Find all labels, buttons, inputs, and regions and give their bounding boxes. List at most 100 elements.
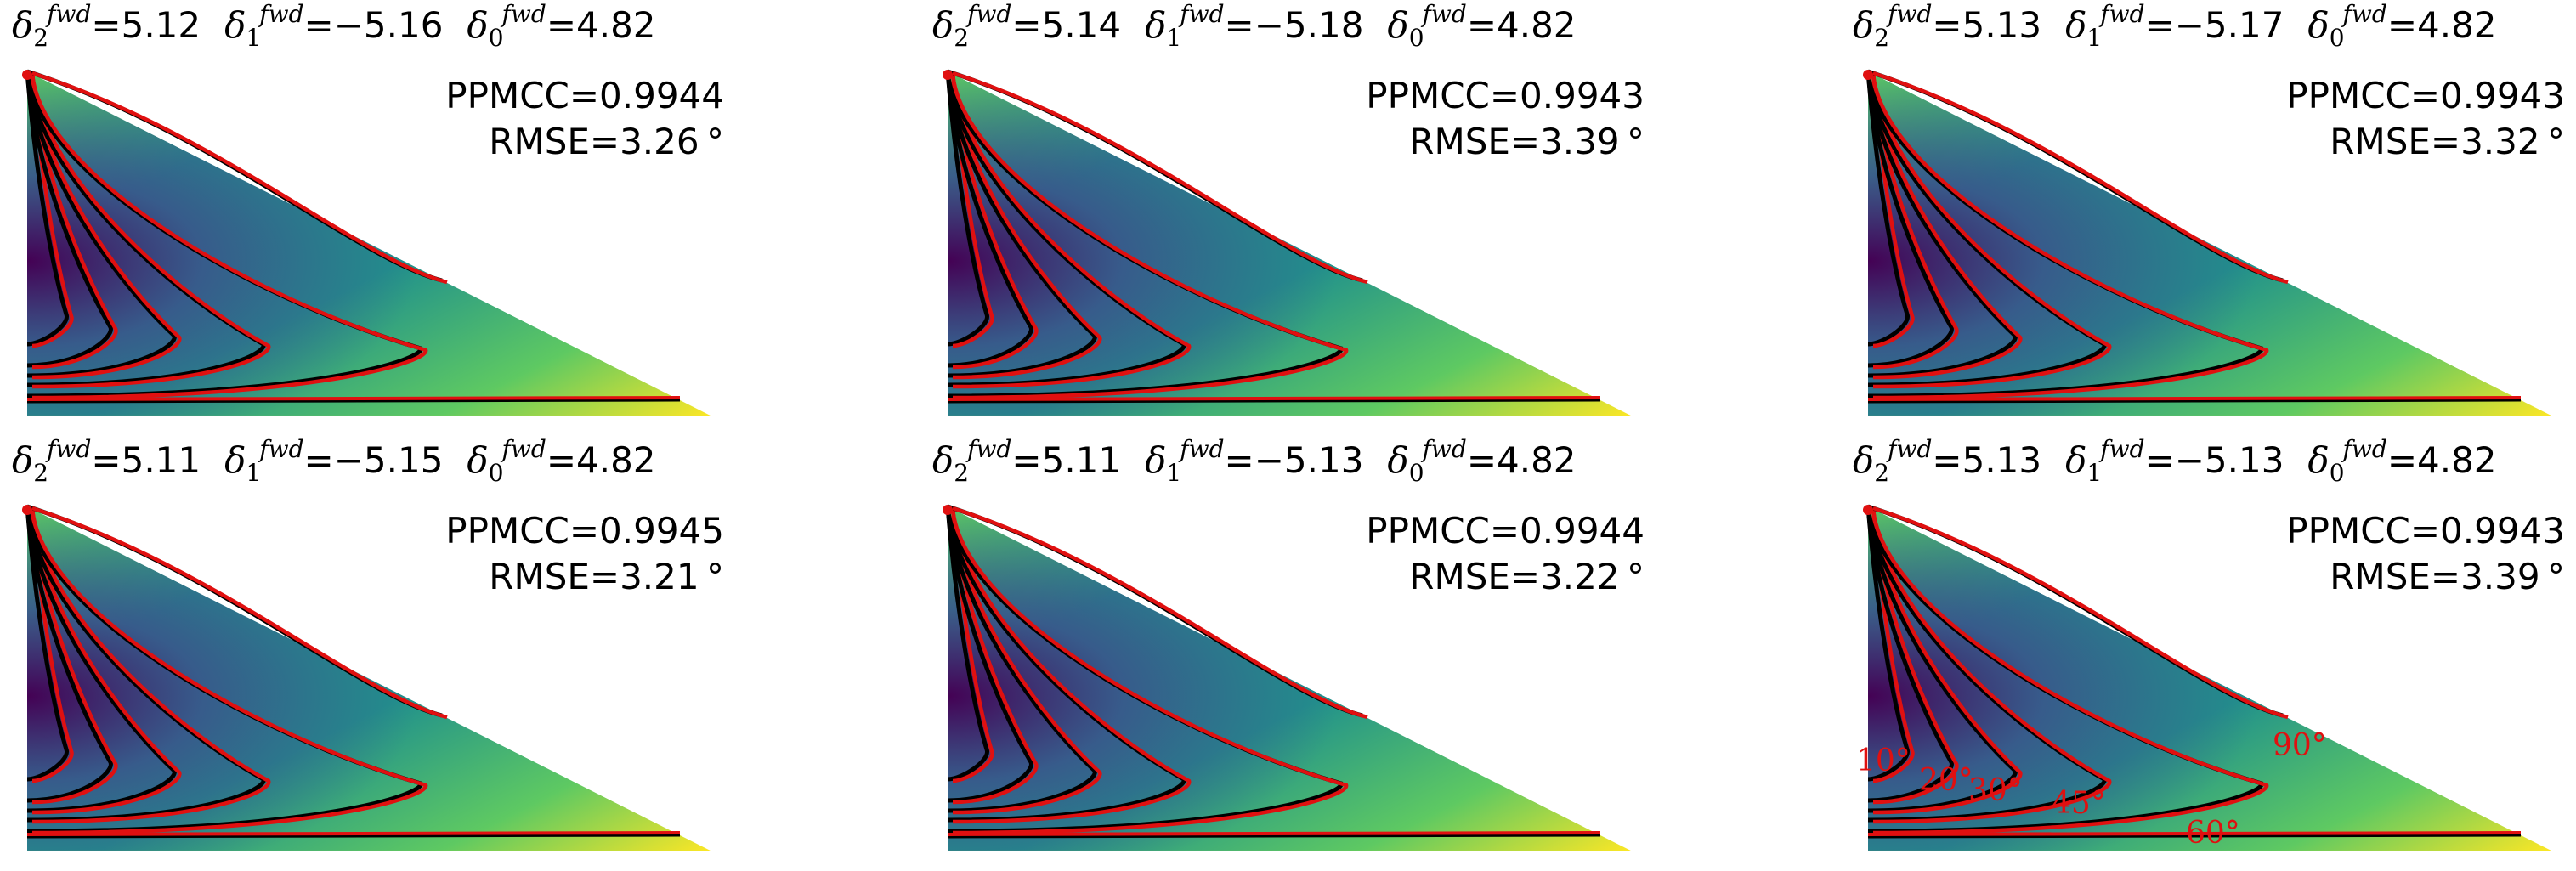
apex-marker: [1863, 505, 1873, 515]
equals: =: [303, 4, 334, 46]
superscript: fwd: [259, 435, 304, 463]
equals: =: [303, 439, 334, 481]
delta1-value: −5.17: [2174, 4, 2284, 46]
model-contour: [25, 506, 177, 813]
panel-4: δ2fwd=5.11 δ1fwd=−5.15 δ0fwd=4.82 PPMCC=0.…: [0, 435, 901, 870]
superscript: fwd: [1180, 0, 1225, 28]
subscript: 0: [1408, 24, 1424, 52]
triangle-contour-plot: [22, 504, 712, 851]
triangle-contour-plot: [943, 504, 1633, 851]
subscript: 2: [1874, 24, 1890, 52]
fitted-contour: [950, 72, 1192, 389]
fitted-contour: [30, 507, 182, 815]
subscript: 0: [488, 24, 504, 52]
superscript: fwd: [501, 0, 546, 28]
delta2-value: 5.14: [1041, 4, 1122, 46]
heatmap-dark-region: [1868, 71, 2553, 416]
delta-symbol: δ: [467, 439, 489, 481]
delta-symbol: δ: [1387, 4, 1409, 46]
fitted-contour: [1872, 506, 2289, 720]
subscript: 2: [33, 24, 49, 52]
delta2-value: 5.11: [121, 439, 201, 481]
model-contour: [25, 71, 113, 368]
equals: =: [1466, 439, 1497, 481]
panel-3: δ2fwd=5.13 δ1fwd=−5.17 δ0fwd=4.82 PPMCC=0.…: [1841, 0, 2576, 435]
model-contour: [25, 71, 69, 347]
triangle-contour-plot: 10°20°30° 45° 60° 90°: [1856, 504, 2553, 851]
panel-title: δ2fwd=5.14 δ1fwd=−5.18 δ0fwd=4.82: [932, 0, 1600, 52]
fitted-contour: [947, 831, 1601, 836]
delta-symbol: δ: [12, 4, 34, 46]
fit-stats: PPMCC=0.9944 RMSE=3.26 °: [445, 73, 724, 165]
rmse-text: RMSE=3.32 °: [2330, 121, 2565, 162]
model-contour: [1865, 506, 1910, 782]
model-contour: [945, 506, 1033, 803]
apex-marker: [943, 70, 953, 80]
panel-2: δ2fwd=5.14 δ1fwd=−5.18 δ0fwd=4.82 PPMCC=0.…: [920, 0, 1821, 435]
delta-symbol: δ: [2307, 4, 2330, 46]
fitted-contour: [950, 507, 1192, 824]
subscript: 1: [246, 459, 262, 487]
equals: =: [1932, 4, 1962, 46]
model-contour: [945, 506, 1097, 813]
delta0-value: 4.82: [1497, 4, 1577, 46]
subscript: 2: [954, 24, 970, 52]
subscript: 1: [1166, 24, 1182, 52]
delta2-value: 5.11: [1041, 439, 1122, 481]
equals: =: [1011, 4, 1042, 46]
model-contour: [1865, 71, 1910, 347]
heatmap: [948, 506, 1633, 851]
delta0-value: 4.82: [576, 4, 656, 46]
delta2-value: 5.13: [1962, 439, 2042, 481]
ppmcc-text: PPMCC=0.9945: [445, 510, 724, 551]
fitted-contour: [31, 506, 448, 720]
superscript: fwd: [501, 435, 546, 463]
equals: =: [91, 439, 122, 481]
fitted-contour: [950, 72, 1102, 380]
superscript: fwd: [2342, 0, 2387, 28]
equals: =: [2386, 439, 2418, 481]
fit-stats: PPMCC=0.9943 RMSE=3.32 °: [2286, 73, 2565, 165]
delta1-value: −5.18: [1254, 4, 1364, 46]
fitted-contour: [952, 71, 1368, 285]
fitted-contour: [1871, 507, 2023, 815]
equals: =: [1224, 4, 1254, 46]
delta1-value: −5.13: [2174, 439, 2284, 481]
model-contour: [945, 71, 989, 347]
model-contour: [25, 71, 177, 378]
superscript: fwd: [2100, 435, 2145, 463]
delta2-value: 5.13: [1962, 4, 2042, 46]
delta-symbol: δ: [932, 439, 954, 481]
fitted-contour: [1867, 396, 2522, 401]
panel-title: δ2fwd=5.11 δ1fwd=−5.15 δ0fwd=4.82: [12, 435, 680, 487]
contour-label: 60°: [2186, 816, 2240, 851]
triangle-contour-plot: [943, 69, 1633, 416]
delta1-value: −5.15: [333, 439, 444, 481]
fitted-contour: [950, 72, 1349, 400]
subscript: 2: [954, 459, 970, 487]
fit-stats: PPMCC=0.9943 RMSE=3.39 °: [1366, 73, 1645, 165]
delta-symbol: δ: [467, 4, 489, 46]
superscript: fwd: [1422, 435, 1467, 463]
panel-1: δ2fwd=5.12 δ1fwd=−5.16 δ0fwd=4.82 PPMCC=0.…: [0, 0, 901, 435]
ppmcc-text: PPMCC=0.9943: [1366, 75, 1645, 116]
apex-marker: [1863, 70, 1873, 80]
equals: =: [1224, 439, 1254, 481]
superscript: fwd: [1888, 435, 1933, 463]
fitted-contour: [31, 71, 448, 285]
rmse-text: RMSE=3.21 °: [489, 556, 724, 597]
superscript: fwd: [967, 435, 1012, 463]
ppmcc-text: PPMCC=0.9943: [2286, 75, 2565, 116]
ppmcc-text: PPMCC=0.9943: [2286, 510, 2565, 551]
delta-symbol: δ: [2065, 4, 2087, 46]
delta0-value: 4.82: [2417, 4, 2497, 46]
fitted-contour: [1871, 72, 2023, 380]
fitted-contour: [1872, 71, 2289, 285]
equals: =: [546, 4, 577, 46]
subscript: 0: [2329, 459, 2345, 487]
rmse-text: RMSE=3.39 °: [2330, 556, 2565, 597]
triangle-contour-plot: [22, 69, 712, 416]
apex-marker: [943, 505, 953, 515]
equals: =: [2386, 4, 2418, 46]
fitted-contour: [30, 72, 428, 400]
